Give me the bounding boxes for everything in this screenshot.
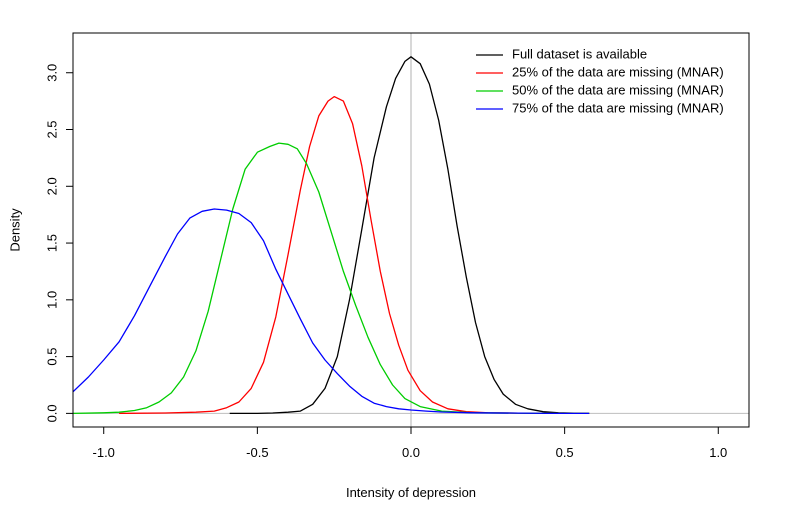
y-tick-label: 0.0 (44, 404, 59, 422)
y-tick-label: 3.0 (44, 64, 59, 82)
series-line-4 (73, 208, 590, 415)
y-tick-label: 1.5 (44, 234, 59, 252)
y-tick-label: 0.5 (44, 348, 59, 366)
legend-label-2: 25% of the data are missing (MNAR) (512, 64, 724, 79)
y-axis-title: Density (7, 208, 22, 252)
x-axis-title: Intensity of depression (346, 485, 476, 500)
y-tick-label: 2.5 (44, 120, 59, 138)
y-tick-label: 2.0 (44, 177, 59, 195)
x-tick-label: 0.5 (556, 445, 574, 460)
x-tick-label: 1.0 (709, 445, 727, 460)
legend-label-3: 50% of the data are missing (MNAR) (512, 82, 724, 97)
y-tick-label: 1.0 (44, 291, 59, 309)
series-line-3 (73, 142, 590, 415)
y-axis: 0.0 0.5 1.0 1.5 2.0 2.5 3.0 (44, 64, 74, 422)
legend: Full dataset is available 25% of the data… (476, 46, 724, 115)
series-line-1 (229, 56, 590, 415)
plot-frame (72, 32, 750, 428)
legend-label-1: Full dataset is available (512, 46, 647, 61)
legend-label-4: 75% of the data are missing (MNAR) (512, 100, 724, 115)
density-curves (73, 56, 590, 415)
plot-area (73, 33, 749, 427)
series-line-2 (119, 95, 590, 415)
x-tick-label: -1.0 (93, 445, 115, 460)
x-tick-label: 0.0 (402, 445, 420, 460)
x-tick-label: -0.5 (246, 445, 268, 460)
